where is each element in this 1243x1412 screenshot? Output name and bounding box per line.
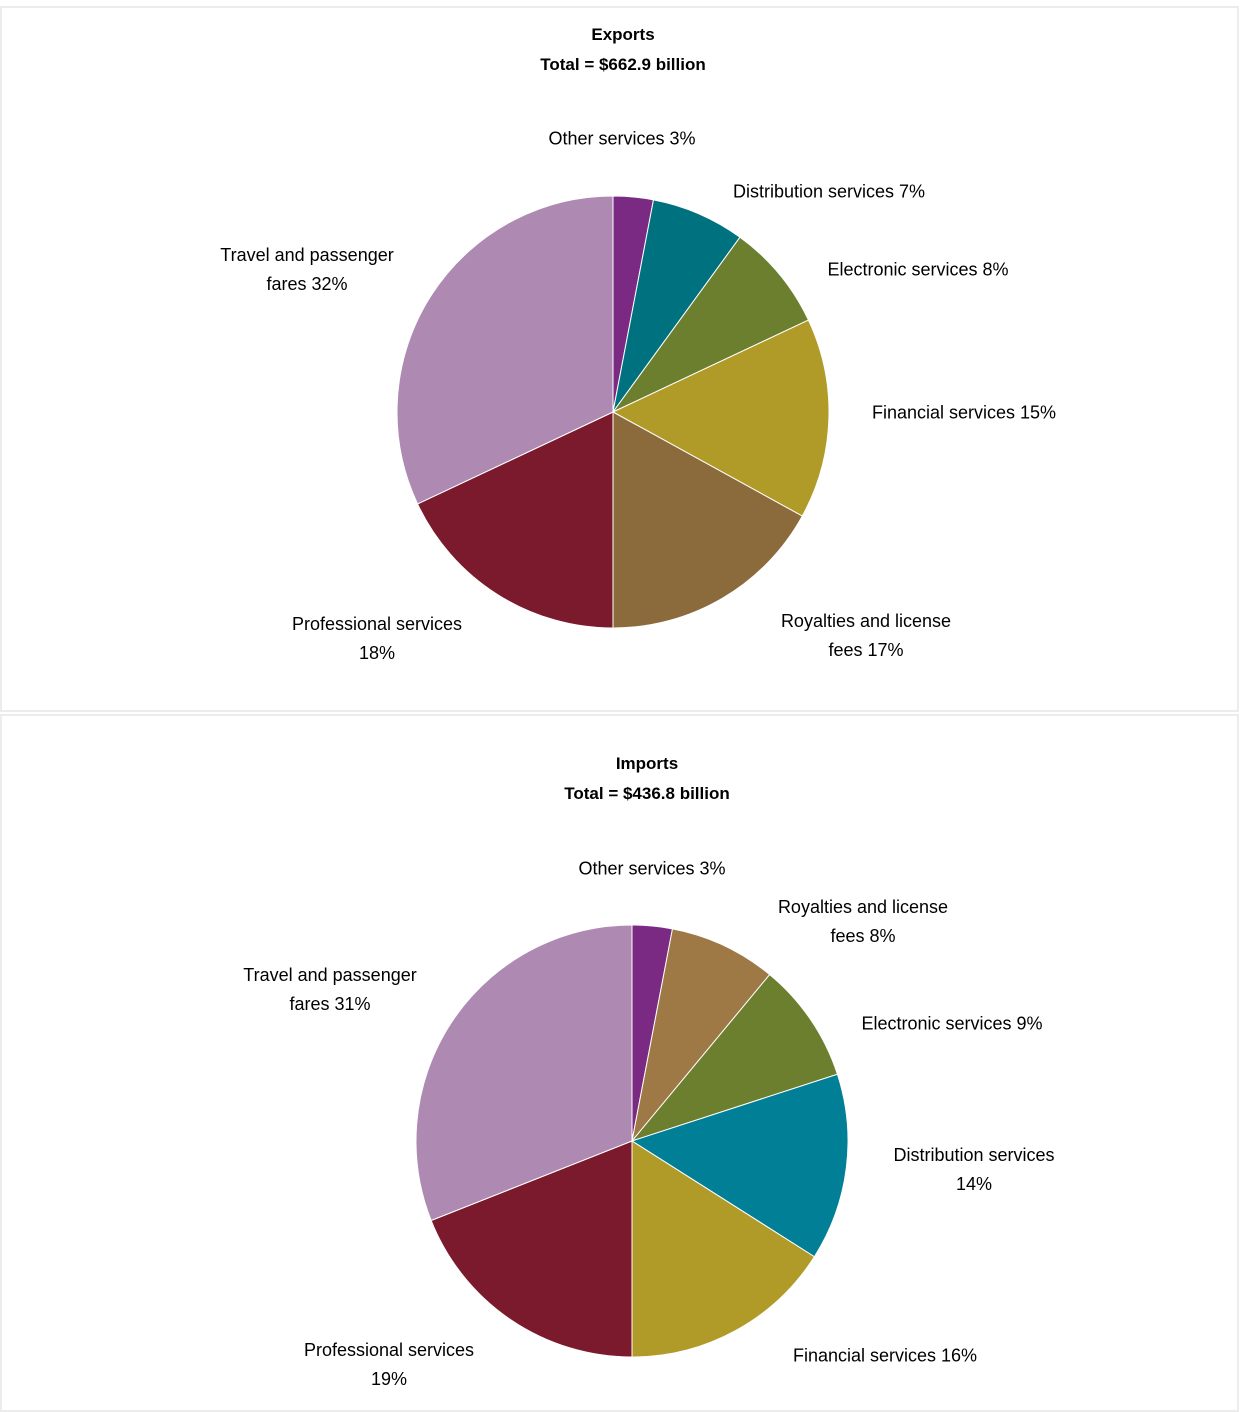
label-value: 32% (311, 274, 348, 294)
slice-label: Travel and passenger fares 31% (230, 961, 430, 1019)
chart-subtitle: Total = $662.9 billion (540, 55, 705, 75)
subtitle-text: Total = $662.9 billion (540, 55, 706, 74)
pie-slice (630, 973, 839, 1143)
label-value: 8% (869, 926, 896, 946)
label-category: Travel and passenger fares (243, 965, 417, 1014)
slice-label: Distribution services 14% (874, 1141, 1074, 1199)
chart-panel (0, 6, 1239, 712)
pie-slice (631, 928, 771, 1142)
label-value: 3% (669, 128, 696, 149)
pie-slice (416, 411, 614, 629)
pie-slice (415, 924, 633, 1222)
slice-label: Electronic services 9% (861, 1010, 1042, 1039)
label-category: Travel and passenger fares (220, 245, 394, 294)
label-value: 7% (899, 181, 926, 202)
label-category: Electronic services (827, 259, 978, 280)
label-value: 31% (334, 994, 371, 1014)
label-category: Other services (548, 128, 665, 149)
pie-slice (631, 1140, 816, 1358)
slice-label: Other services 3% (548, 125, 695, 154)
label-category: Financial services (792, 1345, 937, 1366)
slice-label: Distribution services 7% (729, 178, 929, 207)
label-value: 9% (1016, 1013, 1043, 1034)
pie-slice (612, 236, 810, 413)
slice-label: Travel and passenger fares 32% (207, 241, 407, 299)
label-value: 17% (867, 640, 904, 660)
pie-slice (430, 1140, 633, 1358)
slice-label: Royalties and license fees 17% (766, 607, 966, 665)
slice-label: Electronic services 8% (827, 256, 1008, 285)
label-category: Distribution services (893, 1145, 1055, 1165)
slice-label: Professional services 18% (277, 610, 477, 668)
label-value: 15% (1020, 402, 1057, 423)
label-value: 3% (699, 858, 726, 879)
label-category: Royalties and license fees (777, 897, 949, 946)
slice-label: Financial services 15% (872, 399, 1056, 428)
title-text: Exports (591, 25, 655, 44)
label-category: Distribution services (732, 181, 895, 202)
chart-panel (0, 714, 1239, 1412)
chart-subtitle: Total = $436.8 billion (564, 784, 729, 804)
label-category: Electronic services (861, 1013, 1012, 1034)
label-category: Professional services (291, 614, 463, 634)
slice-label: Royalties and license fees 8% (763, 893, 963, 951)
subtitle-text: Total = $436.8 billion (564, 784, 730, 803)
label-category: Professional services (303, 1340, 475, 1360)
chart-title: Exports (591, 25, 654, 45)
label-value: 16% (941, 1345, 978, 1366)
pie-slice (396, 195, 614, 505)
pie-slice (612, 411, 803, 629)
label-value: 8% (982, 259, 1009, 280)
label-value: 14% (955, 1174, 993, 1194)
chart-title: Imports (616, 754, 678, 774)
label-value: 18% (358, 643, 396, 663)
label-value: 19% (370, 1369, 408, 1389)
label-category: Financial services (871, 402, 1016, 423)
slice-label: Professional services 19% (289, 1336, 489, 1394)
label-category: Other services (578, 858, 695, 879)
pie-slice (630, 1073, 849, 1258)
pie-slice (611, 319, 830, 517)
slice-label: Financial services 16% (793, 1342, 977, 1371)
title-text: Imports (615, 754, 679, 773)
label-category: Royalties and license fees (780, 611, 952, 660)
slice-label: Other services 3% (578, 855, 725, 884)
